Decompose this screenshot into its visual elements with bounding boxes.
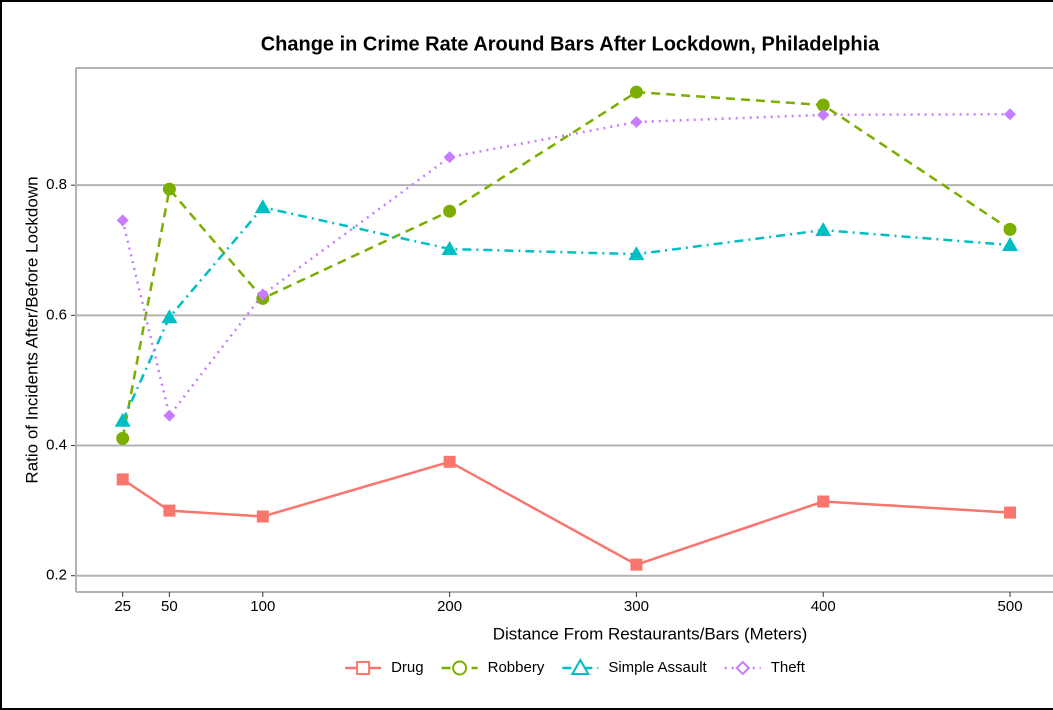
legend-label: Drug bbox=[391, 659, 424, 676]
marker bbox=[162, 182, 176, 196]
chart-title: Change in Crime Rate Around Bars After L… bbox=[261, 33, 880, 55]
marker bbox=[452, 660, 468, 676]
y-tick-label: 0.8 bbox=[46, 176, 67, 193]
marker bbox=[114, 412, 131, 427]
marker bbox=[441, 240, 458, 255]
y-axis-label: Ratio of Incidents After/Before Lockdown bbox=[22, 176, 41, 483]
marker bbox=[116, 473, 129, 486]
x-tick-label: 25 bbox=[114, 598, 131, 615]
marker bbox=[163, 504, 176, 517]
marker bbox=[817, 108, 830, 121]
marker bbox=[443, 455, 456, 468]
marker bbox=[570, 657, 591, 675]
x-tick-label: 400 bbox=[811, 598, 836, 615]
x-tick-label: 500 bbox=[998, 598, 1023, 615]
y-tick-label: 0.2 bbox=[46, 567, 67, 584]
x-tick-label: 300 bbox=[624, 598, 649, 615]
x-axis-label: Distance From Restaurants/Bars (Meters) bbox=[493, 624, 808, 643]
y-tick-label: 0.6 bbox=[46, 306, 67, 323]
marker bbox=[1004, 506, 1017, 519]
marker bbox=[628, 246, 645, 261]
x-tick-label: 200 bbox=[437, 598, 462, 615]
marker bbox=[735, 660, 751, 676]
marker bbox=[254, 199, 271, 214]
marker bbox=[630, 116, 643, 129]
marker bbox=[1004, 108, 1017, 121]
marker bbox=[630, 558, 643, 571]
legend-label: Theft bbox=[771, 659, 806, 676]
y-tick-label: 0.4 bbox=[46, 437, 67, 454]
marker bbox=[356, 661, 371, 675]
marker bbox=[816, 98, 830, 112]
x-tick-label: 100 bbox=[250, 598, 275, 615]
marker bbox=[256, 510, 269, 523]
legend-label: Simple Assault bbox=[608, 659, 707, 676]
marker bbox=[161, 309, 178, 324]
marker bbox=[443, 204, 457, 218]
marker bbox=[116, 214, 129, 227]
marker bbox=[815, 222, 832, 237]
marker bbox=[817, 495, 830, 508]
legend-label: Robbery bbox=[488, 659, 545, 676]
x-tick-label: 50 bbox=[161, 598, 178, 615]
marker bbox=[256, 288, 269, 301]
marker bbox=[116, 431, 130, 445]
legend: Drug Robbery Simple Assault Theft bbox=[345, 657, 806, 676]
marker bbox=[1003, 222, 1017, 236]
marker bbox=[1002, 237, 1019, 252]
marker bbox=[629, 85, 643, 99]
marker bbox=[163, 409, 176, 422]
marker bbox=[443, 151, 456, 164]
